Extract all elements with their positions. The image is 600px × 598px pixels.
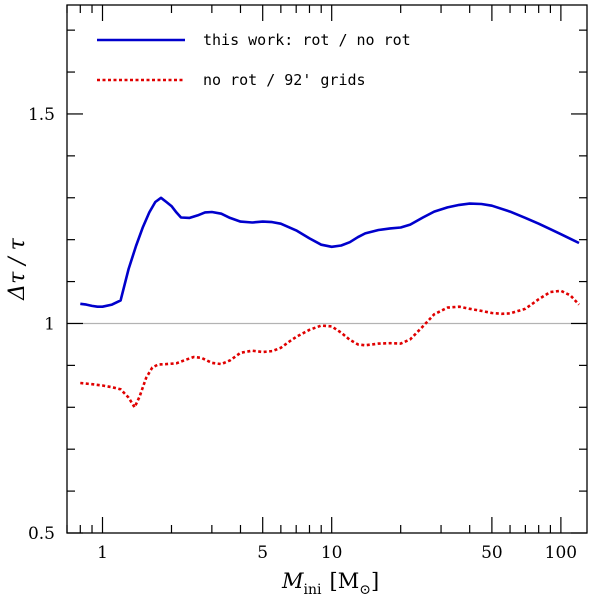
x-tick-label: 50 [481, 543, 503, 563]
x-axis-label-unit-open: [M [330, 569, 360, 593]
x-tick-label: 10 [321, 543, 343, 563]
x-axis-label-unit-symbol: ⊙ [359, 582, 371, 598]
series-layer [80, 196, 580, 409]
ticks-layer: 1 5 10 50 100 0.5 1 1.5 [28, 5, 587, 563]
y-tick-label: 0.5 [28, 524, 55, 544]
series-line-1 [80, 196, 580, 309]
legend-label-1: this work: rot / no rot [203, 31, 411, 49]
x-axis-label-unit-close: ] [371, 569, 379, 593]
x-axis-label-symbol: M [281, 569, 304, 593]
series-line-2 [80, 289, 580, 409]
y-tick-label: 1 [44, 314, 55, 334]
x-tick-label: 100 [545, 543, 577, 563]
x-axis-label: Mini [M⊙] [281, 569, 379, 598]
plot-frame [66, 4, 588, 534]
y-tick-label: 1.5 [28, 105, 55, 125]
y-axis-label: Δτ / τ [5, 237, 30, 300]
x-tick-label: 1 [97, 543, 108, 563]
x-tick-label: 5 [257, 543, 268, 563]
legend: this work: rot / no rot no rot / 92' grid… [97, 31, 411, 89]
legend-label-2: no rot / 92' grids [203, 71, 366, 89]
x-axis-label-subscript: ini [304, 582, 322, 598]
